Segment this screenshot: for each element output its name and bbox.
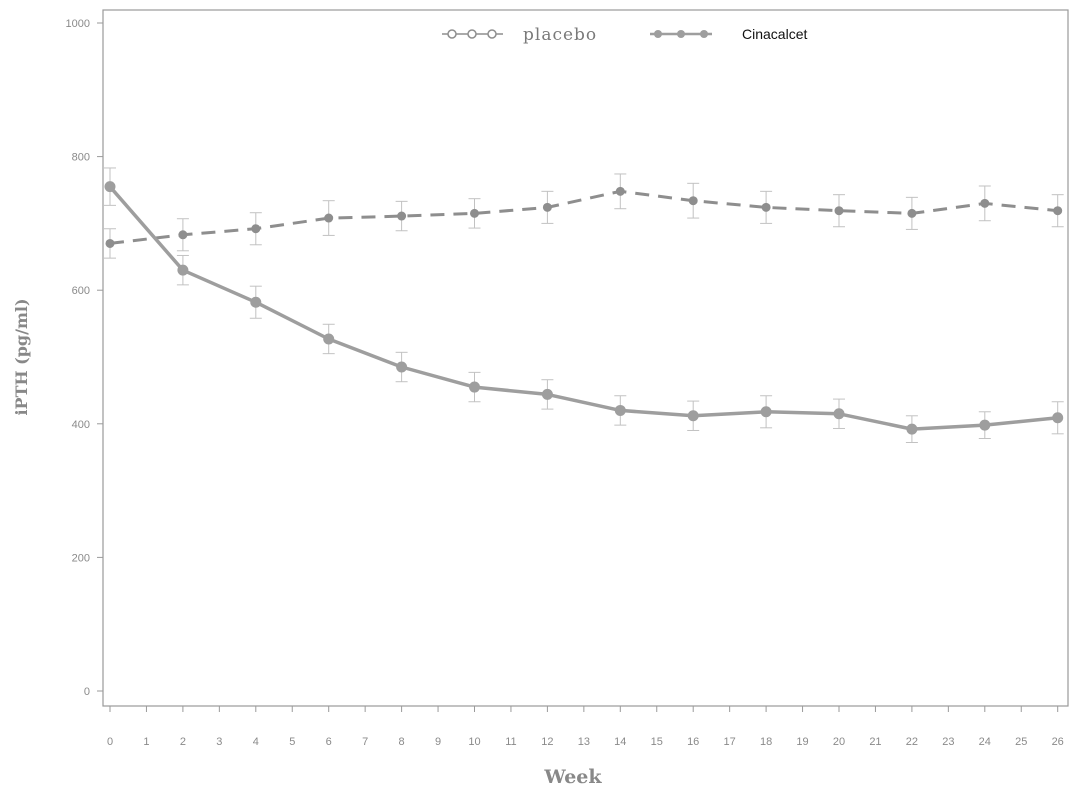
placebo-data-point [178, 230, 188, 240]
placebo-data-point [1053, 206, 1063, 216]
legend-cinacalcet-marker [700, 30, 708, 38]
legend-placebo-label: placebo [523, 25, 597, 45]
x-tick-label: 25 [1015, 736, 1027, 748]
placebo-data-point [251, 224, 261, 234]
y-tick-label: 600 [72, 285, 90, 297]
placebo-data-point [105, 238, 115, 248]
legend-cinacalcet-label: Cinacalcet [742, 26, 807, 42]
y-axis-title: iPTH (pg/ml) [12, 298, 31, 415]
x-tick-label: 1 [143, 736, 149, 748]
x-tick-label: 3 [216, 736, 222, 748]
x-tick-label: 12 [541, 736, 553, 748]
cinacalcet-data-point [323, 333, 335, 345]
x-tick-label: 5 [289, 736, 295, 748]
x-tick-label: 26 [1052, 736, 1064, 748]
y-tick-label: 200 [72, 552, 90, 564]
cinacalcet-data-point [177, 264, 189, 276]
cinacalcet-data-point [687, 410, 699, 422]
x-tick-label: 13 [578, 736, 590, 748]
placebo-data-point [980, 198, 990, 208]
placebo-data-point [470, 208, 479, 218]
x-axis-title: Week [543, 766, 602, 788]
x-tick-label: 18 [760, 736, 772, 748]
placebo-series-line [109, 189, 1058, 245]
y-tick-label: 800 [72, 152, 90, 164]
x-tick-label: 8 [399, 736, 405, 748]
x-tick-label: 4 [253, 736, 259, 748]
x-tick-label: 6 [326, 736, 332, 748]
legend-cinacalcet-marker [677, 30, 685, 38]
x-tick-label: 10 [468, 736, 480, 748]
y-tick-label: 1000 [66, 18, 90, 30]
legend-cinacalcet-marker [654, 30, 662, 38]
x-tick-label: 24 [979, 736, 991, 748]
x-tick-label: 7 [362, 736, 368, 748]
placebo-data-point [397, 211, 407, 221]
series-group [104, 167, 1064, 444]
cinacalcet-data-point [979, 419, 991, 431]
legend-placebo-marker [447, 29, 457, 39]
x-tick-label: 14 [614, 736, 626, 748]
x-tick-label: 17 [724, 736, 736, 748]
y-tick-label: 0 [84, 686, 90, 698]
x-tick-label: 16 [687, 736, 699, 748]
x-tick-label: 22 [906, 736, 918, 748]
cinacalcet-data-point [760, 406, 772, 418]
placebo-data-point [761, 202, 771, 212]
x-tick-label: 9 [435, 736, 441, 748]
x-tick-label: 11 [505, 736, 516, 748]
placebo-data-point [907, 208, 917, 218]
cinacalcet-data-point [469, 381, 480, 393]
legend-placebo-marker [487, 29, 497, 39]
x-tick-label: 15 [651, 736, 663, 748]
y-tick-label: 400 [72, 419, 90, 431]
x-tick-label: 20 [833, 736, 845, 748]
cinacalcet-data-point [614, 404, 626, 416]
axes-group: 0 1 2 3 4 5 6 7 8 9 10 11 12 13 14 15 16 17 18 19 20 21 22 23 24… [66, 9, 1069, 748]
cinacalcet-data-point [541, 388, 553, 400]
cinacalcet-data-point [833, 408, 845, 420]
placebo-data-point [615, 186, 625, 196]
x-tick-label: 23 [942, 736, 954, 748]
x-tick-label: 21 [869, 736, 881, 748]
cinacalcet-data-point [104, 181, 116, 193]
x-tick-label: 2 [180, 736, 186, 748]
placebo-data-point [688, 196, 698, 206]
x-tick-label: 19 [796, 736, 808, 748]
placebo-data-point [324, 213, 334, 223]
plot-frame [102, 9, 1069, 707]
placebo-data-point [834, 206, 844, 216]
cinacalcet-data-point [396, 361, 408, 373]
legend-placebo-marker [467, 29, 477, 39]
cinacalcet-data-point [250, 296, 262, 308]
x-tick-label: 0 [107, 736, 113, 748]
cinacalcet-data-point [1052, 412, 1064, 424]
placebo-data-point [542, 202, 552, 212]
cinacalcet-series-line [108, 185, 1058, 431]
legend: placebo Cinacalcet [442, 25, 807, 45]
cinacalcet-data-point [906, 423, 918, 435]
